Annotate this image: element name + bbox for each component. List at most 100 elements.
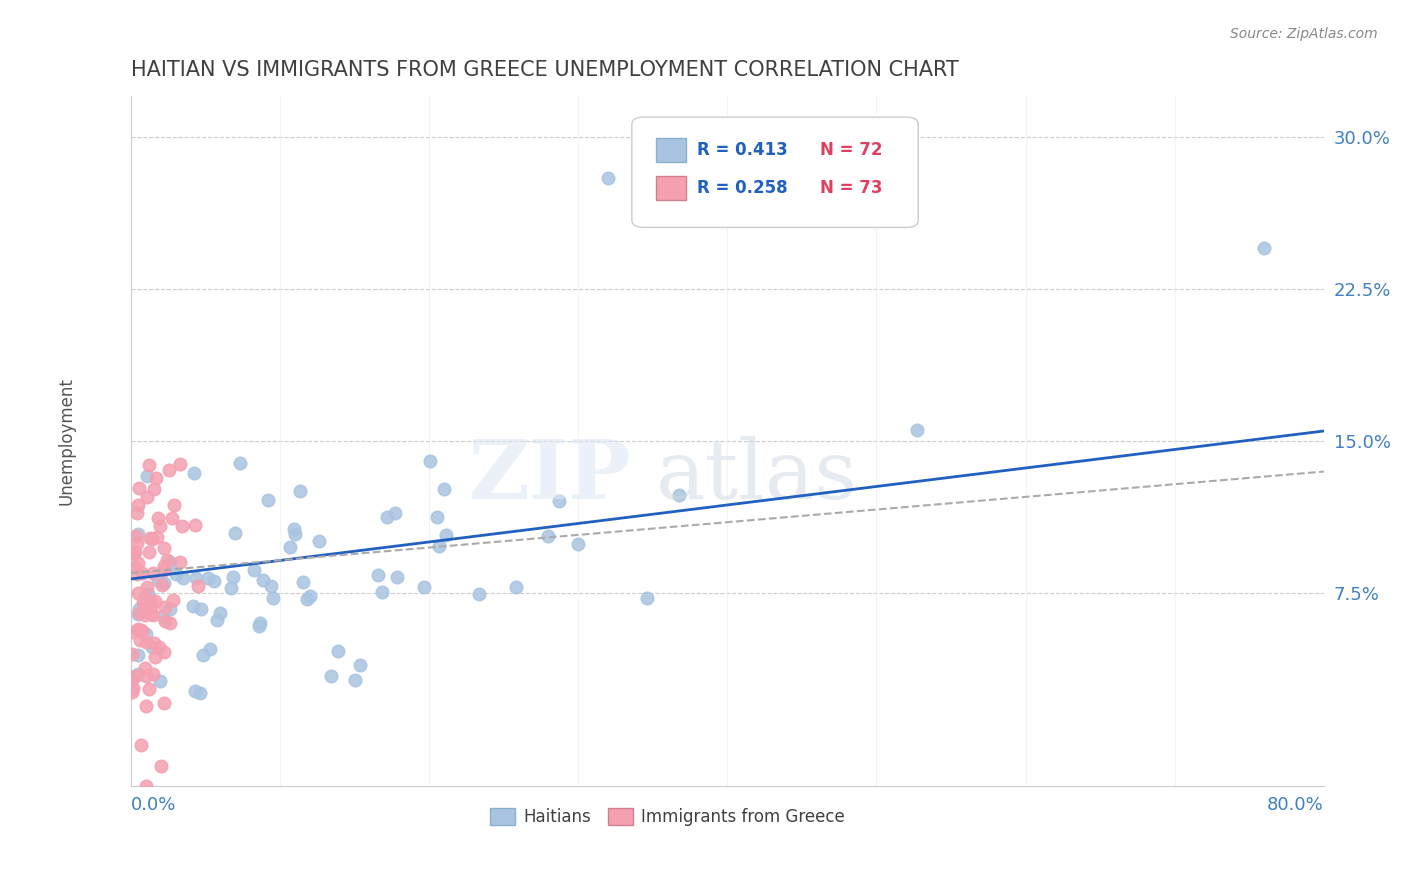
Point: [152, 697, 174, 711]
Point: [191, 648, 214, 663]
Point: [505, 580, 527, 594]
Point: [283, 522, 305, 536]
Point: [371, 585, 394, 599]
Point: [426, 510, 449, 524]
Point: [122, 546, 145, 560]
Point: [127, 535, 149, 549]
Point: [219, 581, 242, 595]
Point: [128, 632, 150, 647]
Point: [153, 645, 176, 659]
Point: [135, 635, 157, 649]
Point: [249, 616, 271, 631]
Point: [124, 560, 146, 574]
Point: [149, 674, 172, 689]
Point: [169, 555, 191, 569]
Point: [127, 622, 149, 636]
Point: [152, 563, 174, 577]
Point: [596, 170, 619, 185]
Point: [537, 529, 560, 543]
Point: [567, 537, 589, 551]
Point: [159, 555, 181, 569]
Point: [136, 588, 159, 602]
Point: [202, 574, 225, 588]
Point: [256, 493, 278, 508]
Point: [132, 595, 155, 609]
Point: [139, 600, 162, 615]
Text: R = 0.258: R = 0.258: [697, 179, 789, 197]
Point: [184, 518, 207, 533]
Point: [159, 616, 181, 631]
Point: [127, 607, 149, 621]
Point: [127, 498, 149, 512]
Point: [135, 490, 157, 504]
Text: R = 0.413: R = 0.413: [697, 141, 789, 159]
Point: [143, 636, 166, 650]
FancyBboxPatch shape: [631, 117, 918, 227]
Point: [169, 457, 191, 471]
Point: [143, 594, 166, 608]
Point: [148, 640, 170, 654]
Point: [124, 545, 146, 559]
Point: [121, 624, 143, 639]
Point: [156, 553, 179, 567]
Text: Source: ZipAtlas.com: Source: ZipAtlas.com: [1230, 27, 1378, 41]
Point: [136, 580, 159, 594]
Point: [321, 669, 343, 683]
Text: N = 72: N = 72: [820, 141, 883, 159]
Point: [138, 545, 160, 559]
Point: [134, 591, 156, 605]
Point: [412, 580, 434, 594]
Text: 0.0%: 0.0%: [131, 796, 176, 814]
Point: [427, 539, 450, 553]
Point: [135, 698, 157, 713]
Y-axis label: Unemployment: Unemployment: [58, 377, 75, 505]
Point: [145, 471, 167, 485]
Point: [142, 566, 165, 580]
Point: [436, 528, 458, 542]
Point: [135, 779, 157, 793]
Point: [159, 601, 181, 615]
Point: [198, 642, 221, 657]
Point: [326, 644, 349, 658]
Point: [385, 570, 408, 584]
Point: [247, 618, 270, 632]
Point: [548, 494, 571, 508]
Point: [208, 606, 231, 620]
Point: [127, 799, 149, 814]
Point: [187, 579, 209, 593]
Point: [243, 563, 266, 577]
Point: [141, 532, 163, 546]
Point: [139, 531, 162, 545]
Text: HAITIAN VS IMMIGRANTS FROM GREECE UNEMPLOYMENT CORRELATION CHART: HAITIAN VS IMMIGRANTS FROM GREECE UNEMPL…: [131, 60, 959, 79]
Text: atlas: atlas: [655, 435, 858, 516]
Point: [149, 758, 172, 772]
Point: [121, 672, 143, 686]
Point: [135, 669, 157, 683]
Point: [131, 623, 153, 637]
Point: [419, 453, 441, 467]
Point: [136, 469, 159, 483]
Point: [636, 591, 658, 605]
Point: [153, 559, 176, 574]
Point: [127, 527, 149, 541]
Point: [262, 591, 284, 606]
Point: [260, 579, 283, 593]
Point: [291, 575, 314, 590]
Point: [150, 578, 173, 592]
Point: [184, 571, 207, 585]
Point: [128, 606, 150, 620]
Point: [153, 575, 176, 590]
Point: [349, 658, 371, 673]
Point: [295, 591, 318, 606]
Point: [135, 602, 157, 616]
Point: [139, 607, 162, 621]
Point: [127, 556, 149, 570]
Point: [207, 613, 229, 627]
Point: [143, 650, 166, 665]
Point: [142, 666, 165, 681]
Point: [142, 607, 165, 622]
Point: [433, 482, 456, 496]
Point: [252, 573, 274, 587]
Bar: [655, 176, 686, 200]
Legend: Haitians, Immigrants from Greece: Haitians, Immigrants from Greece: [484, 801, 852, 832]
